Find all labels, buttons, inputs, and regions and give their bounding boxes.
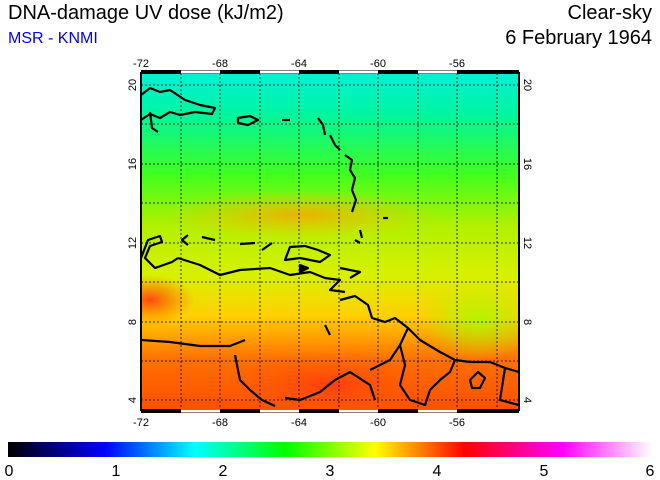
lat-label-right: 16 <box>521 158 533 170</box>
sky-condition: Clear-sky <box>567 2 652 24</box>
lat-label-right: 20 <box>521 79 533 91</box>
lon-label-bottom: -64 <box>291 417 307 429</box>
lon-label-top: -72 <box>133 58 149 70</box>
lon-label-bottom: -68 <box>212 417 228 429</box>
lat-label-right: 12 <box>521 237 533 249</box>
lon-label-bottom: -72 <box>133 417 149 429</box>
colorbar <box>8 442 652 457</box>
coastlines <box>141 86 519 407</box>
lat-label-right: 4 <box>521 397 533 403</box>
date-label: 6 February 1964 <box>505 27 652 49</box>
frame-ticks <box>141 70 519 413</box>
lon-label-top: -64 <box>291 58 307 70</box>
colorbar-tick: 2 <box>219 463 228 480</box>
lat-label-left: 20 <box>127 79 139 91</box>
lat-label-left: 12 <box>127 237 139 249</box>
colorbar-tick: 3 <box>326 463 335 480</box>
lat-label-left: 16 <box>127 158 139 170</box>
lon-label-bottom: -56 <box>449 417 465 429</box>
colorbar-tick: 5 <box>540 463 549 480</box>
uv-dose-field <box>141 73 519 410</box>
colorbar-tick: 6 <box>646 463 655 480</box>
colorbar-tick: 4 <box>433 463 442 480</box>
map-title: DNA-damage UV dose (kJ/m2) <box>8 2 284 24</box>
lon-label-top: -60 <box>370 58 386 70</box>
lon-label-top: -56 <box>449 58 465 70</box>
lon-label-bottom: -60 <box>370 417 386 429</box>
source-label: MSR - KNMI <box>8 30 98 47</box>
colorbar-tick: 1 <box>112 463 121 480</box>
lon-label-top: -68 <box>212 58 228 70</box>
lat-label-left: 8 <box>127 319 139 325</box>
colorbar-tick: 0 <box>5 463 14 480</box>
lat-label-right: 8 <box>521 319 533 325</box>
lat-label-left: 4 <box>127 397 139 403</box>
graticule <box>141 73 519 410</box>
